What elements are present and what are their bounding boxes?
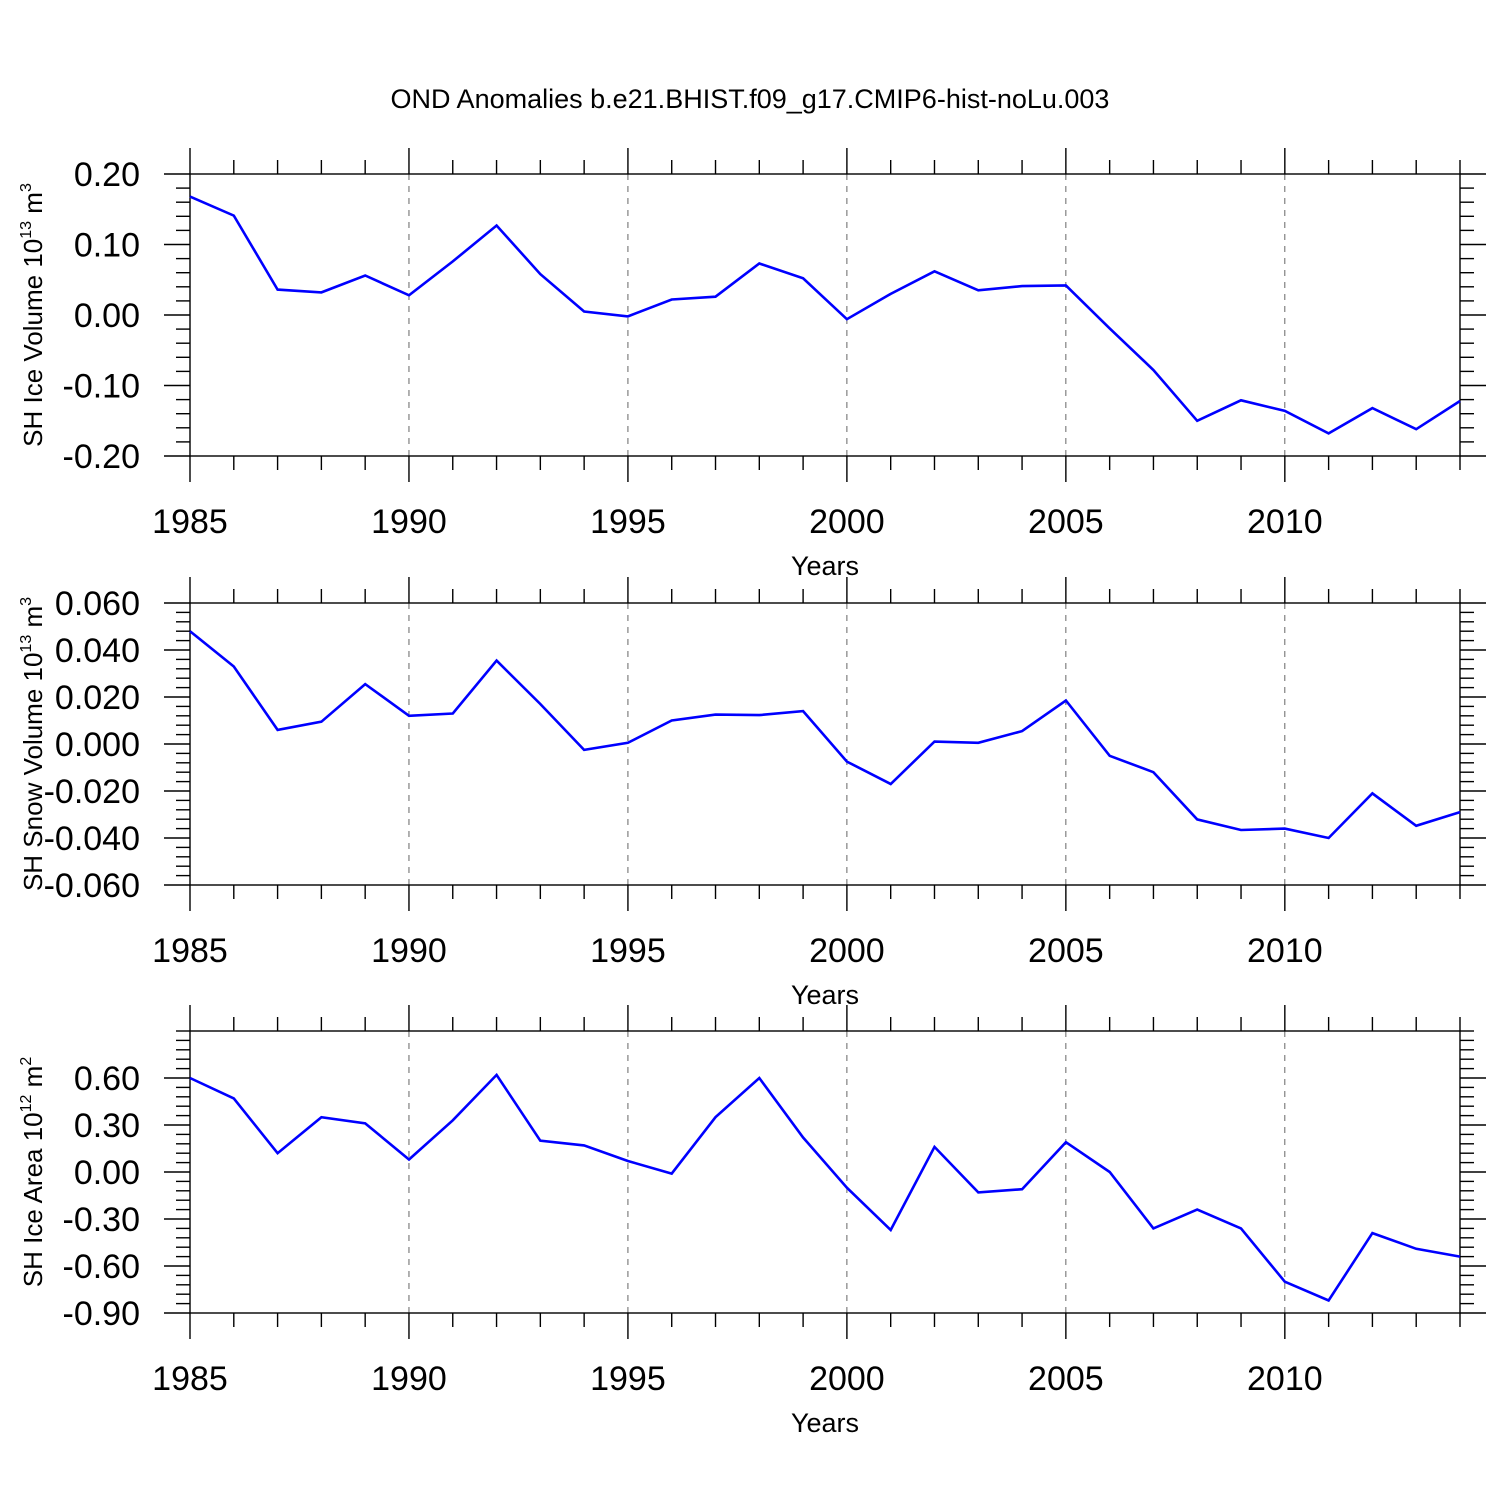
x-tick-label: 2005	[1028, 1360, 1104, 1398]
y-axis-label-part: m	[18, 192, 48, 221]
x-tick-label: 2010	[1247, 1360, 1323, 1398]
x-tick-label: 2000	[809, 1360, 885, 1398]
y-axis-label: SH Ice Volume 1013 m3	[18, 183, 48, 447]
y-axis-label-part: 13	[18, 221, 35, 239]
x-axis-label: Years	[791, 980, 859, 1010]
x-tick-label: 2010	[1247, 932, 1323, 970]
y-axis-label-part: 3	[18, 597, 35, 606]
x-tick-label: 1990	[371, 932, 447, 970]
y-tick-label: 0.040	[55, 632, 140, 670]
series-line	[189, 1072, 1461, 1303]
y-tick-label: -0.040	[44, 820, 140, 858]
y-axis-label-part: m	[18, 606, 48, 635]
y-tick-label: 0.020	[55, 679, 140, 717]
x-tick-label: 2000	[809, 932, 885, 970]
x-axis-label: Years	[791, 551, 859, 581]
y-tick-label: 0.000	[55, 726, 140, 764]
x-tick-label: 2005	[1028, 503, 1104, 541]
x-tick-label: 1995	[590, 503, 666, 541]
y-axis-label-part: m	[18, 1066, 48, 1095]
y-tick-label: 0.30	[74, 1107, 140, 1145]
plot-frame	[189, 1030, 1461, 1314]
y-tick-label: -0.60	[63, 1248, 141, 1286]
y-tick-label: -0.020	[44, 773, 140, 811]
chart-title: OND Anomalies b.e21.BHIST.f09_g17.CMIP6-…	[390, 84, 1110, 114]
series-line	[189, 195, 1461, 435]
y-tick-label: -0.30	[63, 1201, 141, 1239]
y-tick-label: 0.060	[55, 585, 140, 623]
x-tick-label: 1995	[590, 932, 666, 970]
y-axis-label-part: SH Snow Volume 10	[18, 653, 48, 891]
x-tick-label: 1990	[371, 503, 447, 541]
y-axis-label-part: 2	[18, 1057, 35, 1066]
chart-panel-1: 1985 1990 1995 2000 2005 2010 Years 0.20 0.10 0.0…	[18, 148, 1486, 581]
x-tick-label: 1995	[590, 1360, 666, 1398]
y-tick-label: -0.20	[63, 438, 141, 476]
y-axis-label: SH Ice Area 1012 m2	[18, 1057, 48, 1288]
x-tick-label: 2010	[1247, 503, 1323, 541]
x-tick-label: 1985	[152, 932, 228, 970]
y-axis-label-part: 13	[18, 635, 35, 653]
x-axis-label: Years	[791, 1408, 859, 1438]
y-tick-label: -0.10	[63, 368, 141, 406]
y-axis-label-part: SH Ice Volume 10	[18, 239, 48, 447]
series-line	[189, 630, 1461, 840]
y-tick-label: 0.10	[74, 227, 140, 265]
chart-panel-2: 1985 1990 1995 2000 2005 2010 Years 0.060 0.040 0…	[18, 577, 1486, 1010]
y-axis-label-part: 12	[18, 1094, 35, 1112]
y-axis-label-part: 3	[18, 183, 35, 192]
chart-panel-3: 1985 1990 1995 2000 2005 2010 Years 0.60 0.30 0.0…	[18, 1005, 1486, 1438]
y-tick-label: 0.00	[74, 1154, 140, 1192]
y-tick-label: -0.90	[63, 1295, 141, 1333]
x-tick-label: 1985	[152, 503, 228, 541]
plot-frame	[189, 173, 1461, 457]
y-tick-label: 0.20	[74, 156, 140, 194]
plot-frame	[189, 602, 1461, 886]
x-tick-label: 1985	[152, 1360, 228, 1398]
y-axis-label: SH Snow Volume 1013 m3	[18, 597, 48, 891]
x-tick-label: 2005	[1028, 932, 1104, 970]
y-tick-label: 0.00	[74, 297, 140, 335]
y-axis-label-part: SH Ice Area 10	[18, 1112, 48, 1287]
x-tick-label: 1990	[371, 1360, 447, 1398]
x-tick-label: 2000	[809, 503, 885, 541]
y-tick-label: -0.060	[44, 867, 140, 905]
y-tick-label: 0.60	[74, 1060, 140, 1098]
